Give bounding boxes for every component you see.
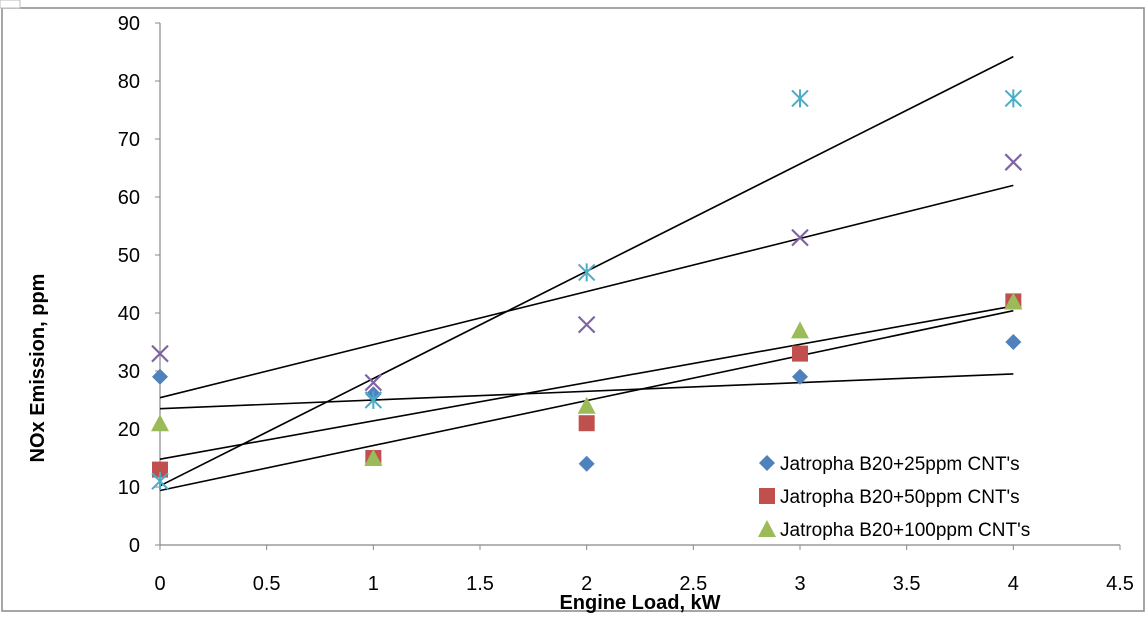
y-tick-label: 80 [118,71,140,93]
data-point-diamond [759,455,775,471]
data-point-star [791,89,809,108]
axes: 0 10 20 30 40 50 60 70 80 90 0 0.5 1 1.5 2 2.5 3 3.5 4 4.5 [118,13,1134,595]
x-tick-label: 4 [1008,573,1019,595]
y-tick-label: 70 [118,129,140,151]
data-point-x [364,373,383,392]
x-tick-label: 1.5 [466,573,494,595]
data-point-triangle [791,321,809,339]
marker-stroke [577,315,596,334]
data-point-x [577,315,596,334]
data-point-triangle [1004,292,1023,310]
legend: Jatropha B20+25ppm CNT's Jatropha B20+50p… [758,454,1030,541]
chart-border [1,7,1145,612]
data-points [151,89,1023,491]
corner-mark [0,0,21,9]
y-tick-label: 40 [118,303,140,325]
legend-label: Jatropha B20+50ppm CNT's [780,487,1020,508]
y-tick-label: 10 [118,477,140,499]
y-tick-label: 60 [118,187,140,209]
x-tick-label: 0.5 [253,573,281,595]
x-tick-label: 4.5 [1106,573,1134,595]
x-tick-label: 0 [154,573,165,595]
trendline-series-4 [159,184,1014,399]
data-point-square [152,461,168,478]
marker-stroke [364,373,383,392]
y-tick-label: 0 [129,535,140,557]
x-tick-label: 2.5 [679,573,707,595]
data-point-x [1004,153,1023,171]
data-point-triangle [364,449,383,466]
data-point-diamond [1005,334,1022,350]
data-point-star [151,472,169,491]
data-point-diamond [792,368,808,385]
data-point-triangle [151,414,169,432]
x-axis-title: Engine Load, kW [559,592,720,613]
y-tick-label: 30 [118,361,140,383]
y-tick-label: 90 [118,13,140,35]
data-point-star [1004,89,1023,108]
marker-stroke [791,228,809,247]
data-point-diamond [152,368,168,385]
data-point-triangle [758,520,776,537]
data-point-star [364,391,383,409]
y-tick-label: 50 [118,245,140,267]
x-tick-label: 3.5 [893,573,921,595]
x-tick-label: 3 [794,573,805,595]
legend-label: Jatropha B20+25ppm CNT's [780,454,1020,475]
y-axis-title: NOx Emission, ppm [27,274,49,463]
trendline-series-1 [159,373,1014,410]
marker-stroke [1004,153,1023,171]
data-point-square [759,488,775,504]
x-tick-label: 1 [368,573,379,595]
data-point-square [792,345,808,362]
x-tick-label: 2 [581,573,592,595]
data-point-triangle [577,396,596,414]
marker-stroke [151,344,169,363]
data-point-x [151,344,169,363]
data-point-x [791,228,809,247]
legend-label: Jatropha B20+100ppm CNT's [780,520,1030,541]
data-point-star [577,263,596,282]
trendline-series-3 [159,305,1014,460]
data-point-diamond [578,455,595,472]
data-point-square [578,415,595,432]
y-tick-label: 20 [118,419,140,441]
